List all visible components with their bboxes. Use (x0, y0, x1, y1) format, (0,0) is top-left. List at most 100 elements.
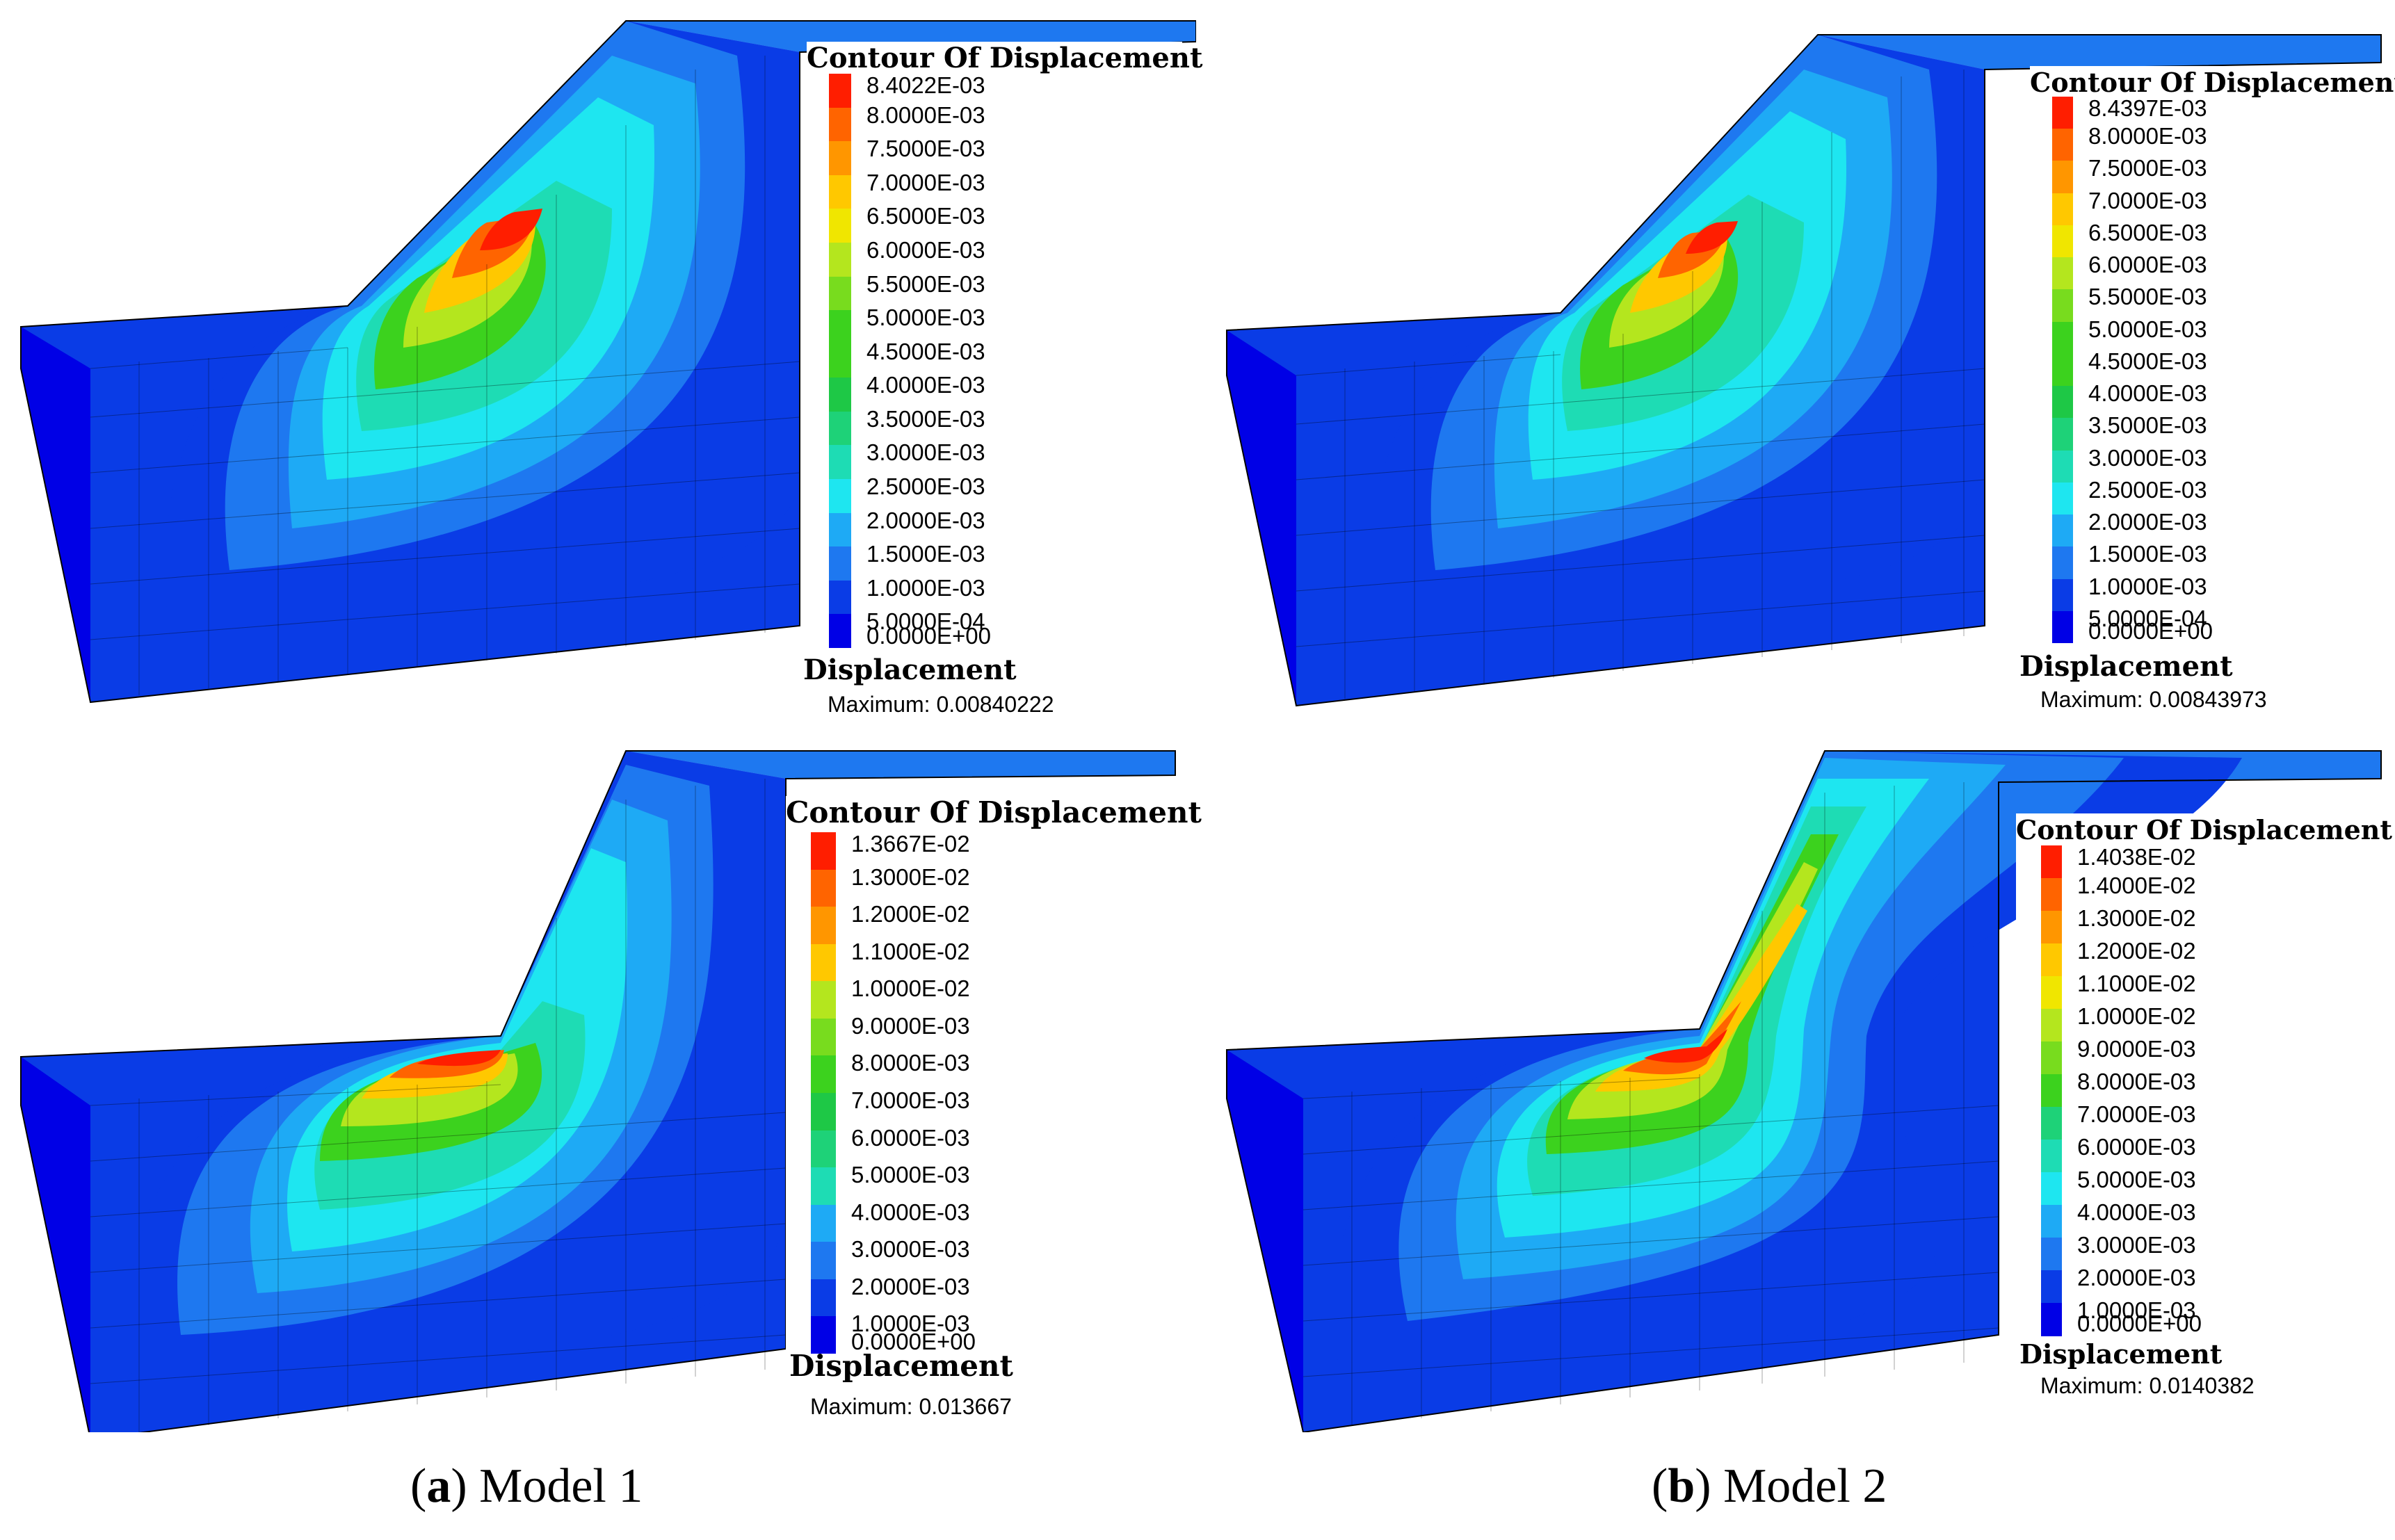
legend-level-label: 2.5000E-03 (866, 473, 985, 500)
legend-level-label: 5.0000E-03 (2077, 1167, 2196, 1192)
legend-level-label: 2.0000E-03 (2077, 1265, 2196, 1290)
legend-level-label: 1.0000E-03 (2077, 1297, 2196, 1323)
legend-swatch (811, 1093, 836, 1131)
panel-model1-case2: Contour Of Displacement 1.3667E-02 1.3000… (0, 737, 1202, 1432)
legend-level-label: 6.5000E-03 (2088, 219, 2207, 245)
legend-swatch (829, 479, 851, 514)
contour-model-view (1226, 34, 2382, 707)
legend-level-label: 5.0000E-03 (2088, 316, 2207, 342)
legend-swatch (811, 907, 836, 945)
legend-level-label: 7.0000E-03 (2088, 187, 2207, 213)
caption-letter: a (426, 1459, 451, 1513)
legend-level-label: 1.0000E-03 (851, 1311, 970, 1337)
legend-level-label: 9.0000E-03 (851, 1012, 970, 1039)
legend-level-label: 1.2000E-02 (851, 901, 970, 927)
legend-level-label: 3.0000E-03 (2088, 444, 2207, 471)
legend-level-label: 0.0000E+00 (2077, 1311, 2202, 1336)
quantity-label: Displacement (803, 654, 1017, 686)
legend-swatch (2041, 1238, 2062, 1271)
legend-level-label: 1.5000E-03 (2088, 541, 2207, 567)
legend-swatch (829, 614, 851, 649)
legend-swatch (829, 546, 851, 581)
legend-level-label: 0.0000E+00 (851, 1329, 976, 1354)
legend-level-label: 1.0000E-03 (866, 574, 985, 601)
legend-swatch (2052, 129, 2073, 161)
caption-text: Model 2 (1723, 1459, 1887, 1513)
legend-swatch (811, 943, 836, 982)
legend-swatch (2041, 1205, 2062, 1238)
legend-swatch (2041, 1270, 2062, 1304)
legend-level-label: 5.0000E-03 (851, 1162, 970, 1188)
legend-swatch (2041, 878, 2062, 911)
color-legend: Contour Of Displacement 8.4397E-03 8.0000… (2030, 66, 2395, 650)
legend-swatch (829, 378, 851, 412)
legend-level-label: 1.0000E-03 (2088, 573, 2207, 599)
legend-swatch (811, 1204, 836, 1242)
legend-level-label: 1.0000E-02 (851, 975, 970, 1002)
maximum-readout: Maximum: 0.013667 (810, 1394, 1012, 1419)
legend-swatch (2041, 943, 2062, 977)
legend-swatch (811, 869, 836, 907)
legend-level-label: 9.0000E-03 (2077, 1036, 2196, 1062)
panel-model1-case1: Contour Of Displacement 8.4022E-03 8.0000… (0, 0, 1202, 737)
legend-level-label: 7.5000E-03 (866, 136, 985, 162)
legend-color-bar (2052, 97, 2073, 644)
legend-level-label: 4.5000E-03 (866, 338, 985, 364)
legend-swatch (2041, 1041, 2062, 1075)
caption-letter: b (1668, 1459, 1695, 1513)
legend-level-label: 3.0000E-03 (2077, 1232, 2196, 1258)
legend-level-label: 5.5000E-03 (866, 270, 985, 297)
contour-model-view (20, 20, 1196, 704)
legend-swatch (2052, 97, 2073, 129)
legend-swatch (2041, 976, 2062, 1010)
legend-swatch (2052, 289, 2073, 323)
legend-swatch (2052, 418, 2073, 451)
legend-level-label: 8.4397E-03 (2088, 95, 2207, 121)
contour-model-view (20, 750, 1176, 1432)
legend-level-label: 4.0000E-03 (2077, 1199, 2196, 1225)
legend-level-label: 1.3667E-02 (851, 831, 970, 857)
legend-swatch (2052, 353, 2073, 387)
legend-swatch (829, 242, 851, 277)
legend-swatch (2052, 193, 2073, 226)
legend-level-label: 1.4000E-02 (2077, 873, 2196, 898)
caption-model1: (a) Model 1 (410, 1459, 643, 1513)
legend-title: Contour Of Displacement (786, 795, 1202, 829)
legend-swatch (811, 1167, 836, 1206)
legend-swatch (2052, 161, 2073, 194)
quantity-label: Displacement (789, 1349, 1013, 1383)
legend-swatch (2041, 911, 2062, 944)
legend-level-label: 5.0000E-04 (2088, 605, 2207, 631)
legend-level-label: 8.0000E-03 (866, 102, 985, 128)
legend-level-label: 2.0000E-03 (851, 1273, 970, 1299)
legend-level-label: 2.0000E-03 (2088, 509, 2207, 535)
legend-level-label: 3.0000E-03 (851, 1236, 970, 1263)
legend-swatch (811, 1316, 836, 1354)
maximum-readout: Maximum: 0.00840222 (828, 692, 1054, 717)
legend-level-label: 1.3000E-02 (2077, 905, 2196, 931)
legend-swatch (2052, 482, 2073, 515)
legend-swatch (811, 1130, 836, 1168)
legend-swatch (2052, 225, 2073, 258)
legend-level-label: 4.0000E-03 (866, 372, 985, 398)
legend-level-label: 0.0000E+00 (866, 623, 991, 649)
legend-color-bar (2041, 845, 2062, 1336)
legend-level-label: 1.4038E-02 (2077, 844, 2196, 870)
legend-level-label: 3.5000E-03 (2088, 412, 2207, 439)
legend-swatch (829, 411, 851, 446)
legend-level-label: 6.0000E-03 (866, 236, 985, 263)
legend-swatch (2052, 546, 2073, 580)
maximum-readout: Maximum: 0.00843973 (2040, 687, 2267, 712)
legend-level-label: 1.5000E-03 (866, 541, 985, 567)
legend-color-bar (829, 74, 851, 649)
quantity-label: Displacement (2019, 650, 2233, 683)
quantity-label: Displacement (2019, 1338, 2223, 1370)
legend-color-bar (811, 832, 836, 1354)
legend-level-label: 5.5000E-03 (2088, 284, 2207, 310)
caption-model2: (b) Model 2 (1652, 1459, 1887, 1513)
legend-swatch (2041, 1140, 2062, 1173)
legend-swatch (811, 1242, 836, 1280)
legend-swatch (829, 107, 851, 142)
legend-swatch (2041, 1172, 2062, 1206)
legend-swatch (2052, 514, 2073, 547)
